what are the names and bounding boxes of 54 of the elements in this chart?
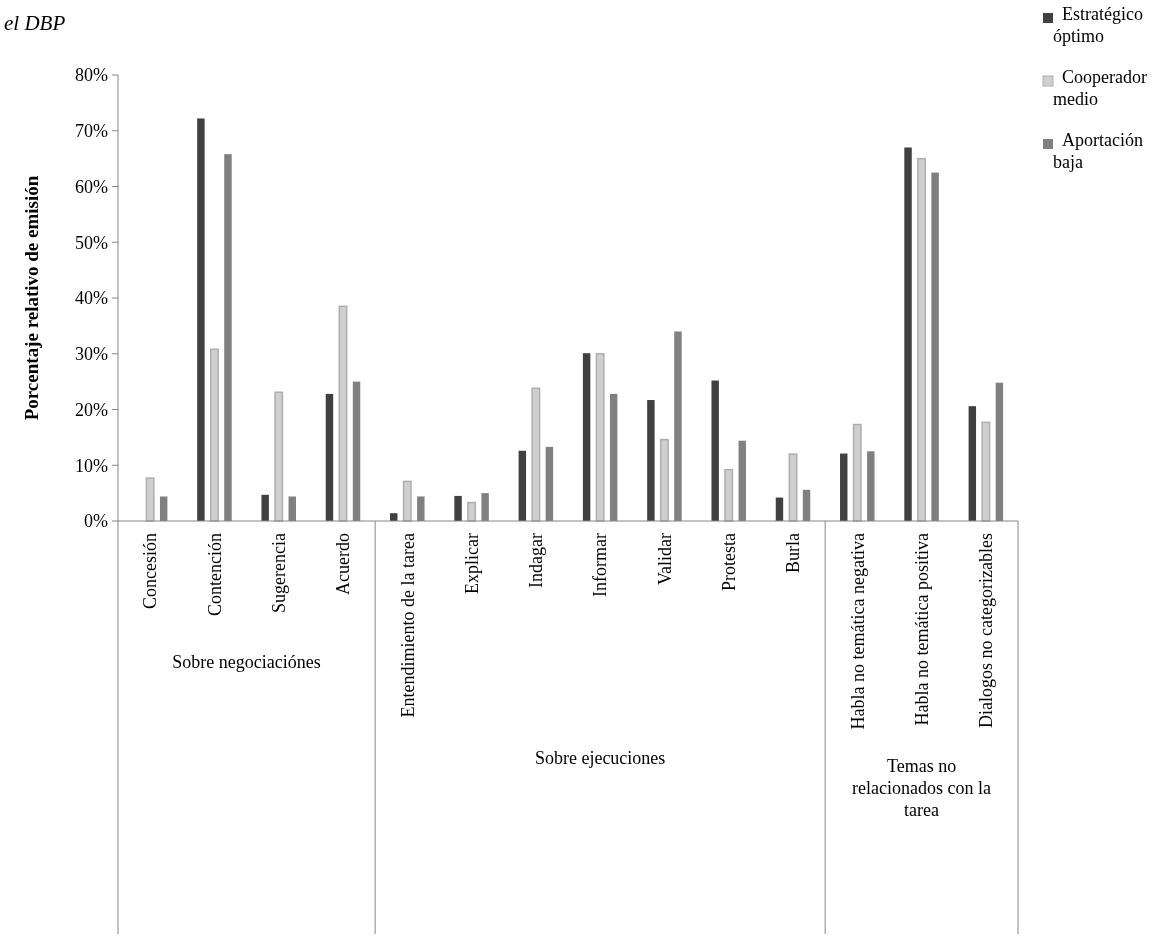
bar — [467, 501, 477, 522]
x-tick-label: Indagar — [526, 533, 547, 588]
bar — [904, 147, 912, 521]
x-tick-label: Explicar — [461, 533, 482, 594]
bar — [595, 353, 605, 522]
x-tick-label: Habla no temática negativa — [847, 533, 868, 730]
x-tick-label: Burla — [783, 533, 804, 573]
bar — [647, 400, 655, 521]
text: Sobre negociaciónes — [172, 652, 321, 672]
bar — [981, 421, 991, 522]
x-tick-label: Sugerencia — [269, 533, 290, 613]
bar — [274, 391, 284, 522]
legend-label: Cooperador medio — [1053, 67, 1147, 109]
bar — [518, 450, 527, 521]
bar — [454, 495, 462, 521]
x-tick-label: Dialogos no categorizables — [976, 533, 997, 728]
chart-title: el DBP — [4, 11, 66, 35]
y-tick-label: 40% — [75, 288, 108, 309]
x-tick-label: Validar — [654, 533, 675, 585]
legend-label: Aportación baja — [1053, 130, 1143, 172]
x-tick-label: Habla no temática positiva — [911, 532, 932, 726]
text: Sobre ejecuciones — [534, 748, 666, 768]
y-tick-label: 10% — [75, 455, 108, 476]
bar — [261, 494, 269, 521]
legend-label: Estratégico óptimo — [1053, 4, 1143, 46]
text: Temas no relacionados con la tarea — [852, 756, 992, 821]
x-tick-label: Entendimiento de la tarea — [397, 532, 418, 718]
x-tick-label: Contención — [204, 533, 225, 616]
bar — [145, 477, 155, 522]
bar — [659, 438, 669, 522]
bar — [840, 453, 848, 521]
bar — [402, 480, 412, 522]
bar — [197, 118, 205, 521]
bar — [968, 406, 977, 521]
y-tick-label: 20% — [75, 399, 108, 420]
bar — [582, 353, 591, 521]
x-tick-label: Protesta — [719, 533, 740, 591]
y-tick-label: 50% — [75, 232, 108, 253]
y-tick-label: 30% — [75, 344, 108, 365]
bar — [531, 387, 541, 522]
y-tick-label: 70% — [75, 121, 108, 142]
x-tick-label: Concesión — [140, 533, 161, 609]
bar — [209, 348, 219, 522]
y-tick-label: 80% — [75, 65, 108, 86]
y-tick-label: 60% — [75, 176, 108, 197]
y-axis-title: Porcentaje relativo de emisión — [21, 175, 42, 421]
bar — [852, 423, 862, 522]
bar — [325, 393, 334, 521]
y-tick-label: 0% — [84, 511, 108, 532]
x-tick-label: Acuerdo — [333, 533, 354, 595]
bar — [711, 380, 719, 521]
bar — [917, 157, 927, 522]
x-tick-label: Informar — [590, 533, 611, 597]
bar — [724, 468, 734, 522]
